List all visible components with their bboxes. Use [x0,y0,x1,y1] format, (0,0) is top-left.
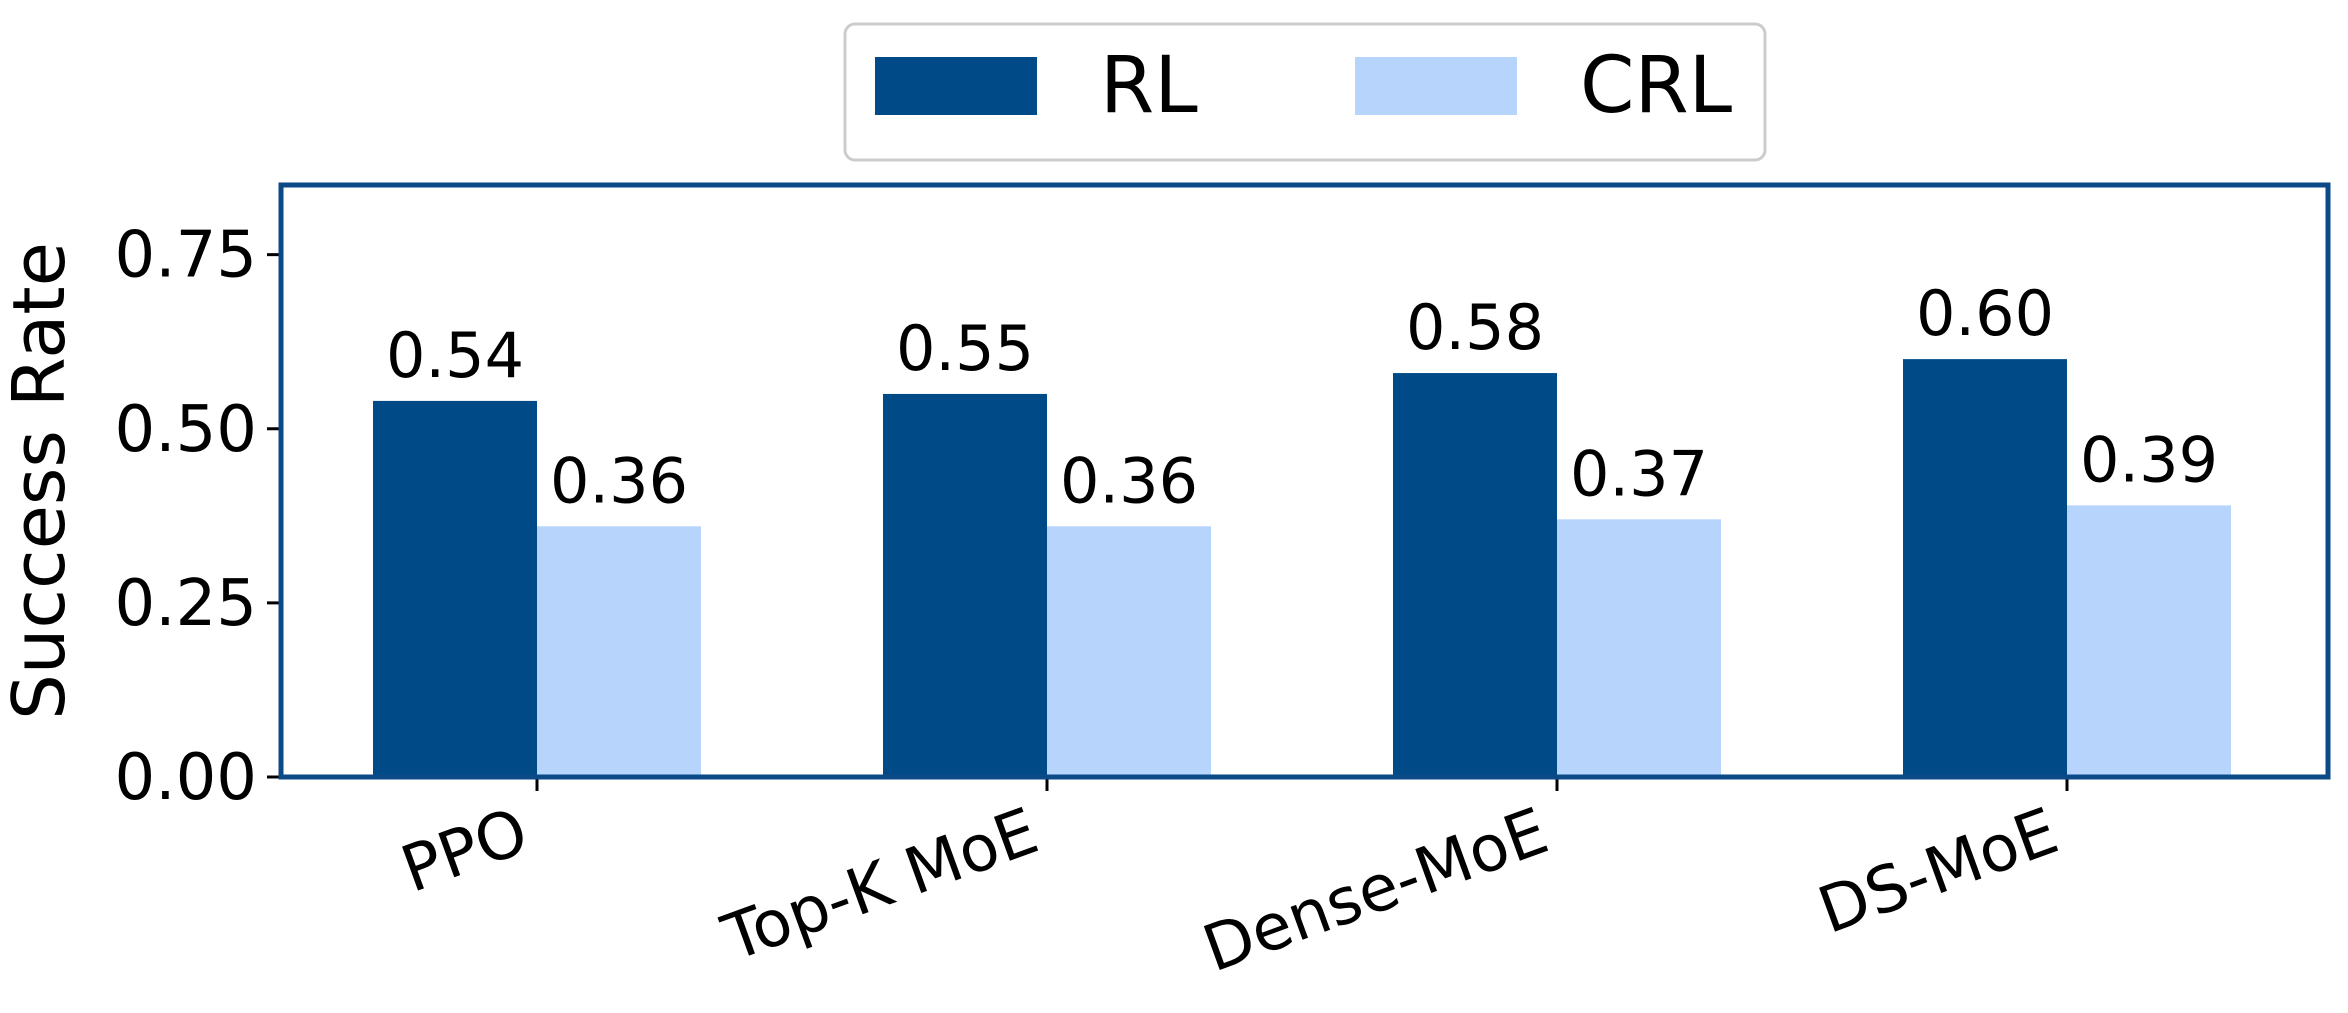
data-label: 0.36 [1060,444,1198,517]
legend-frame [843,22,1767,162]
y-axis-label: Success Rate [0,242,81,720]
data-label: 0.60 [1916,277,2054,350]
data-label: 0.54 [386,319,524,392]
x-category-label: Dense-MoE [1194,794,1557,987]
x-category-label: PPO [392,794,537,907]
bar-crl-top-k-moe [1047,526,1211,777]
x-category-label: DS-MoE [1809,794,2067,948]
legend: RL CRL [843,22,1767,162]
bar-rl-ds-moe [1903,359,2067,777]
y-tick-label: 0.00 [115,741,258,815]
y-tick-label: 0.75 [115,219,258,293]
y-axis: 0.00 0.25 0.50 0.75 [115,219,281,815]
x-axis: PPO Top-K MoE Dense-MoE DS-MoE [392,777,2069,987]
plot-frame [278,182,2331,780]
bar-crl-dense-moe [1557,519,1721,777]
y-tick-label: 0.25 [115,567,258,641]
legend-swatch-rl [875,57,1037,115]
data-label: 0.36 [550,444,688,517]
x-category-label: Top-K MoE [713,794,1048,976]
data-label: 0.39 [2080,423,2218,496]
bar-crl-ppo [537,526,701,777]
data-label: 0.55 [896,312,1034,385]
legend-swatch-crl [1355,57,1517,115]
plot-area: 0.54 0.36 0.55 0.36 0.58 0.37 0.60 0.39 [373,277,2231,777]
legend-label-crl: CRL [1580,41,1733,131]
bar-rl-dense-moe [1393,373,1557,777]
bar-rl-top-k-moe [883,393,1047,777]
y-tick-label: 0.50 [115,393,258,467]
bar-crl-ds-moe [2067,505,2231,777]
legend-label-rl: RL [1100,41,1198,131]
bar-rl-ppo [373,400,537,777]
data-label: 0.37 [1570,437,1708,510]
data-label: 0.58 [1406,291,1544,364]
